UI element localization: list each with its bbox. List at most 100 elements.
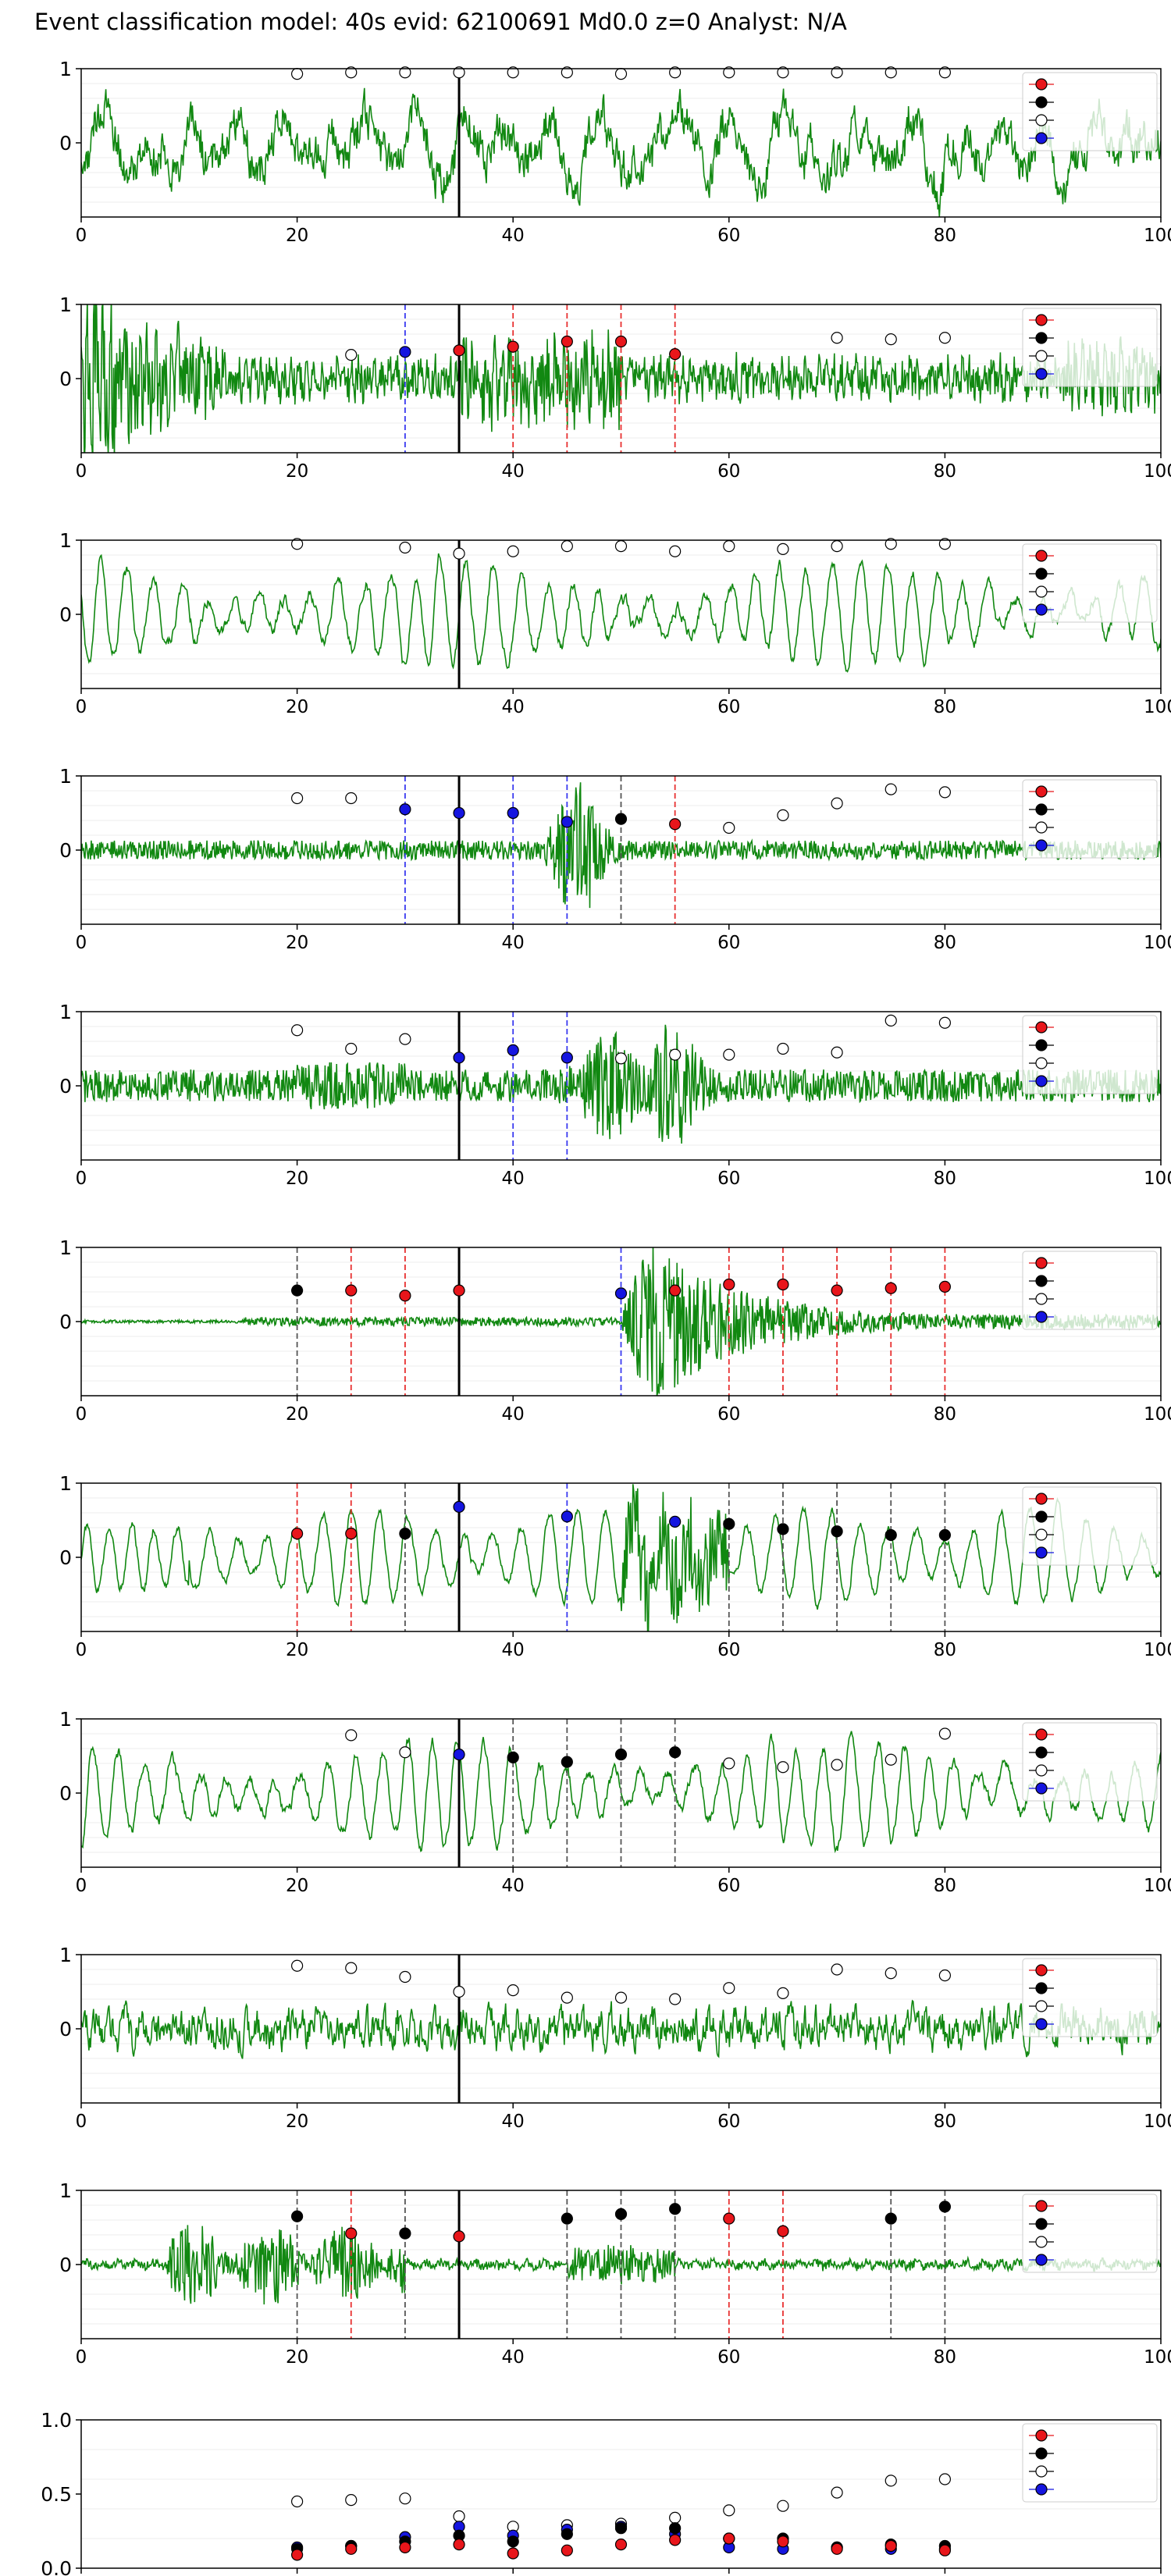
x-tick-label: 80 <box>934 1169 956 1189</box>
x-tick-label: 20 <box>286 1404 308 1425</box>
marker-su <box>723 2212 735 2225</box>
marker-no <box>723 1982 735 1994</box>
marker-no <box>561 1991 573 2004</box>
mean-marker-su <box>831 2542 843 2555</box>
marker-su <box>345 1527 358 1540</box>
x-tick-label: 20 <box>286 697 308 717</box>
legend-marker-su <box>1035 1964 1048 1976</box>
legend-marker-exp <box>1035 1311 1048 1323</box>
panel-11: 0.00.51.0020406080100 <box>41 2409 1162 2576</box>
x-tick-label: 80 <box>934 933 956 953</box>
legend-box <box>1022 543 1158 623</box>
marker-no <box>669 66 682 79</box>
marker-no <box>777 809 789 821</box>
x-tick-label: 40 <box>502 1640 525 1660</box>
marker-no <box>831 1759 843 1771</box>
marker-no <box>884 1967 897 1980</box>
y-tick-label: 0.0 <box>41 2557 72 2576</box>
y-tick-label: 1 <box>59 1708 72 1731</box>
x-tick-label: 60 <box>717 461 740 482</box>
legend-box <box>1022 1722 1158 1802</box>
x-tick-label: 40 <box>502 461 525 482</box>
x-tick-label: 60 <box>717 1404 740 1425</box>
legend-box <box>1022 2194 1158 2273</box>
y-tick-label: 0 <box>59 1075 72 1098</box>
mean-marker-no <box>723 2504 735 2517</box>
legend-marker-eq <box>1035 2447 1048 2460</box>
legend-box <box>1022 779 1158 859</box>
x-tick-label: 0 <box>76 1169 87 1189</box>
mean-marker-no <box>399 2492 411 2505</box>
mean-marker-eq <box>669 2522 682 2535</box>
mean-marker-no <box>345 2494 358 2507</box>
marker-su <box>938 1280 952 1293</box>
legend-marker-exp <box>1035 839 1048 852</box>
marker-exp <box>614 1287 628 1300</box>
mean-marker-no <box>777 2500 789 2512</box>
x-tick-label: 80 <box>934 1640 956 1660</box>
y-tick-label: 1 <box>59 1944 72 1966</box>
marker-su <box>669 818 682 831</box>
legend-marker-no <box>1035 585 1048 598</box>
x-tick-label: 0 <box>76 2112 87 2132</box>
marker-su <box>561 335 573 348</box>
legend-marker-su <box>1035 1257 1048 1269</box>
mean-marker-no <box>884 2475 897 2487</box>
marker-eq <box>884 1528 897 1542</box>
marker-eq <box>291 2210 304 2222</box>
x-tick-label: 60 <box>717 1169 740 1189</box>
marker-no <box>614 539 628 553</box>
x-tick-label: 20 <box>286 933 308 953</box>
marker-su <box>831 1284 843 1297</box>
legend-marker-su <box>1035 785 1048 798</box>
marker-su <box>723 1278 735 1291</box>
marker-su <box>453 1284 465 1297</box>
marker-no <box>831 797 843 809</box>
marker-no <box>777 1761 789 1774</box>
marker-exp <box>453 1749 465 1761</box>
marker-no <box>777 1042 789 1055</box>
mean-marker-su <box>614 2539 628 2551</box>
marker-eq <box>614 813 628 825</box>
x-tick-label: 100 <box>1144 1169 1171 1189</box>
mean-marker-su <box>669 2534 682 2546</box>
x-tick-label: 0 <box>76 1876 87 1896</box>
x-tick-label: 0 <box>76 461 87 482</box>
x-tick-label: 60 <box>717 2347 740 2368</box>
marker-no <box>777 1987 789 1999</box>
legend-marker-exp <box>1035 368 1048 380</box>
marker-no <box>831 539 843 553</box>
marker-no <box>291 1959 304 1972</box>
y-tick-label: 0 <box>59 839 72 862</box>
legend-box <box>1022 72 1158 151</box>
mean-marker-su <box>561 2544 573 2556</box>
marker-no <box>291 68 304 80</box>
marker-su <box>777 1278 789 1291</box>
marker-no <box>884 1014 897 1027</box>
legend-marker-no <box>1035 1293 1048 1305</box>
x-tick-label: 100 <box>1144 1404 1171 1425</box>
legend-marker-no <box>1035 821 1048 834</box>
marker-eq <box>669 1746 682 1759</box>
x-tick-label: 20 <box>286 1640 308 1660</box>
x-tick-label: 40 <box>502 2112 525 2132</box>
legend-marker-eq <box>1035 568 1048 580</box>
x-tick-label: 0 <box>76 1640 87 1660</box>
marker-no <box>507 545 519 557</box>
marker-no <box>453 66 465 79</box>
marker-exp <box>561 1051 573 1064</box>
x-tick-label: 80 <box>934 1876 956 1896</box>
marker-no <box>723 821 735 834</box>
legend-marker-no <box>1035 2465 1048 2478</box>
y-tick-label: 0 <box>59 603 72 626</box>
legend-marker-eq <box>1035 1982 1048 1994</box>
x-tick-label: 20 <box>286 2112 308 2132</box>
marker-no <box>831 332 843 344</box>
waveform-trace <box>81 1484 1161 1631</box>
marker-no <box>507 66 519 79</box>
x-tick-label: 20 <box>286 226 308 246</box>
marker-eq <box>831 1525 843 1538</box>
x-tick-label: 60 <box>717 1876 740 1896</box>
marker-eq <box>399 1527 411 1540</box>
